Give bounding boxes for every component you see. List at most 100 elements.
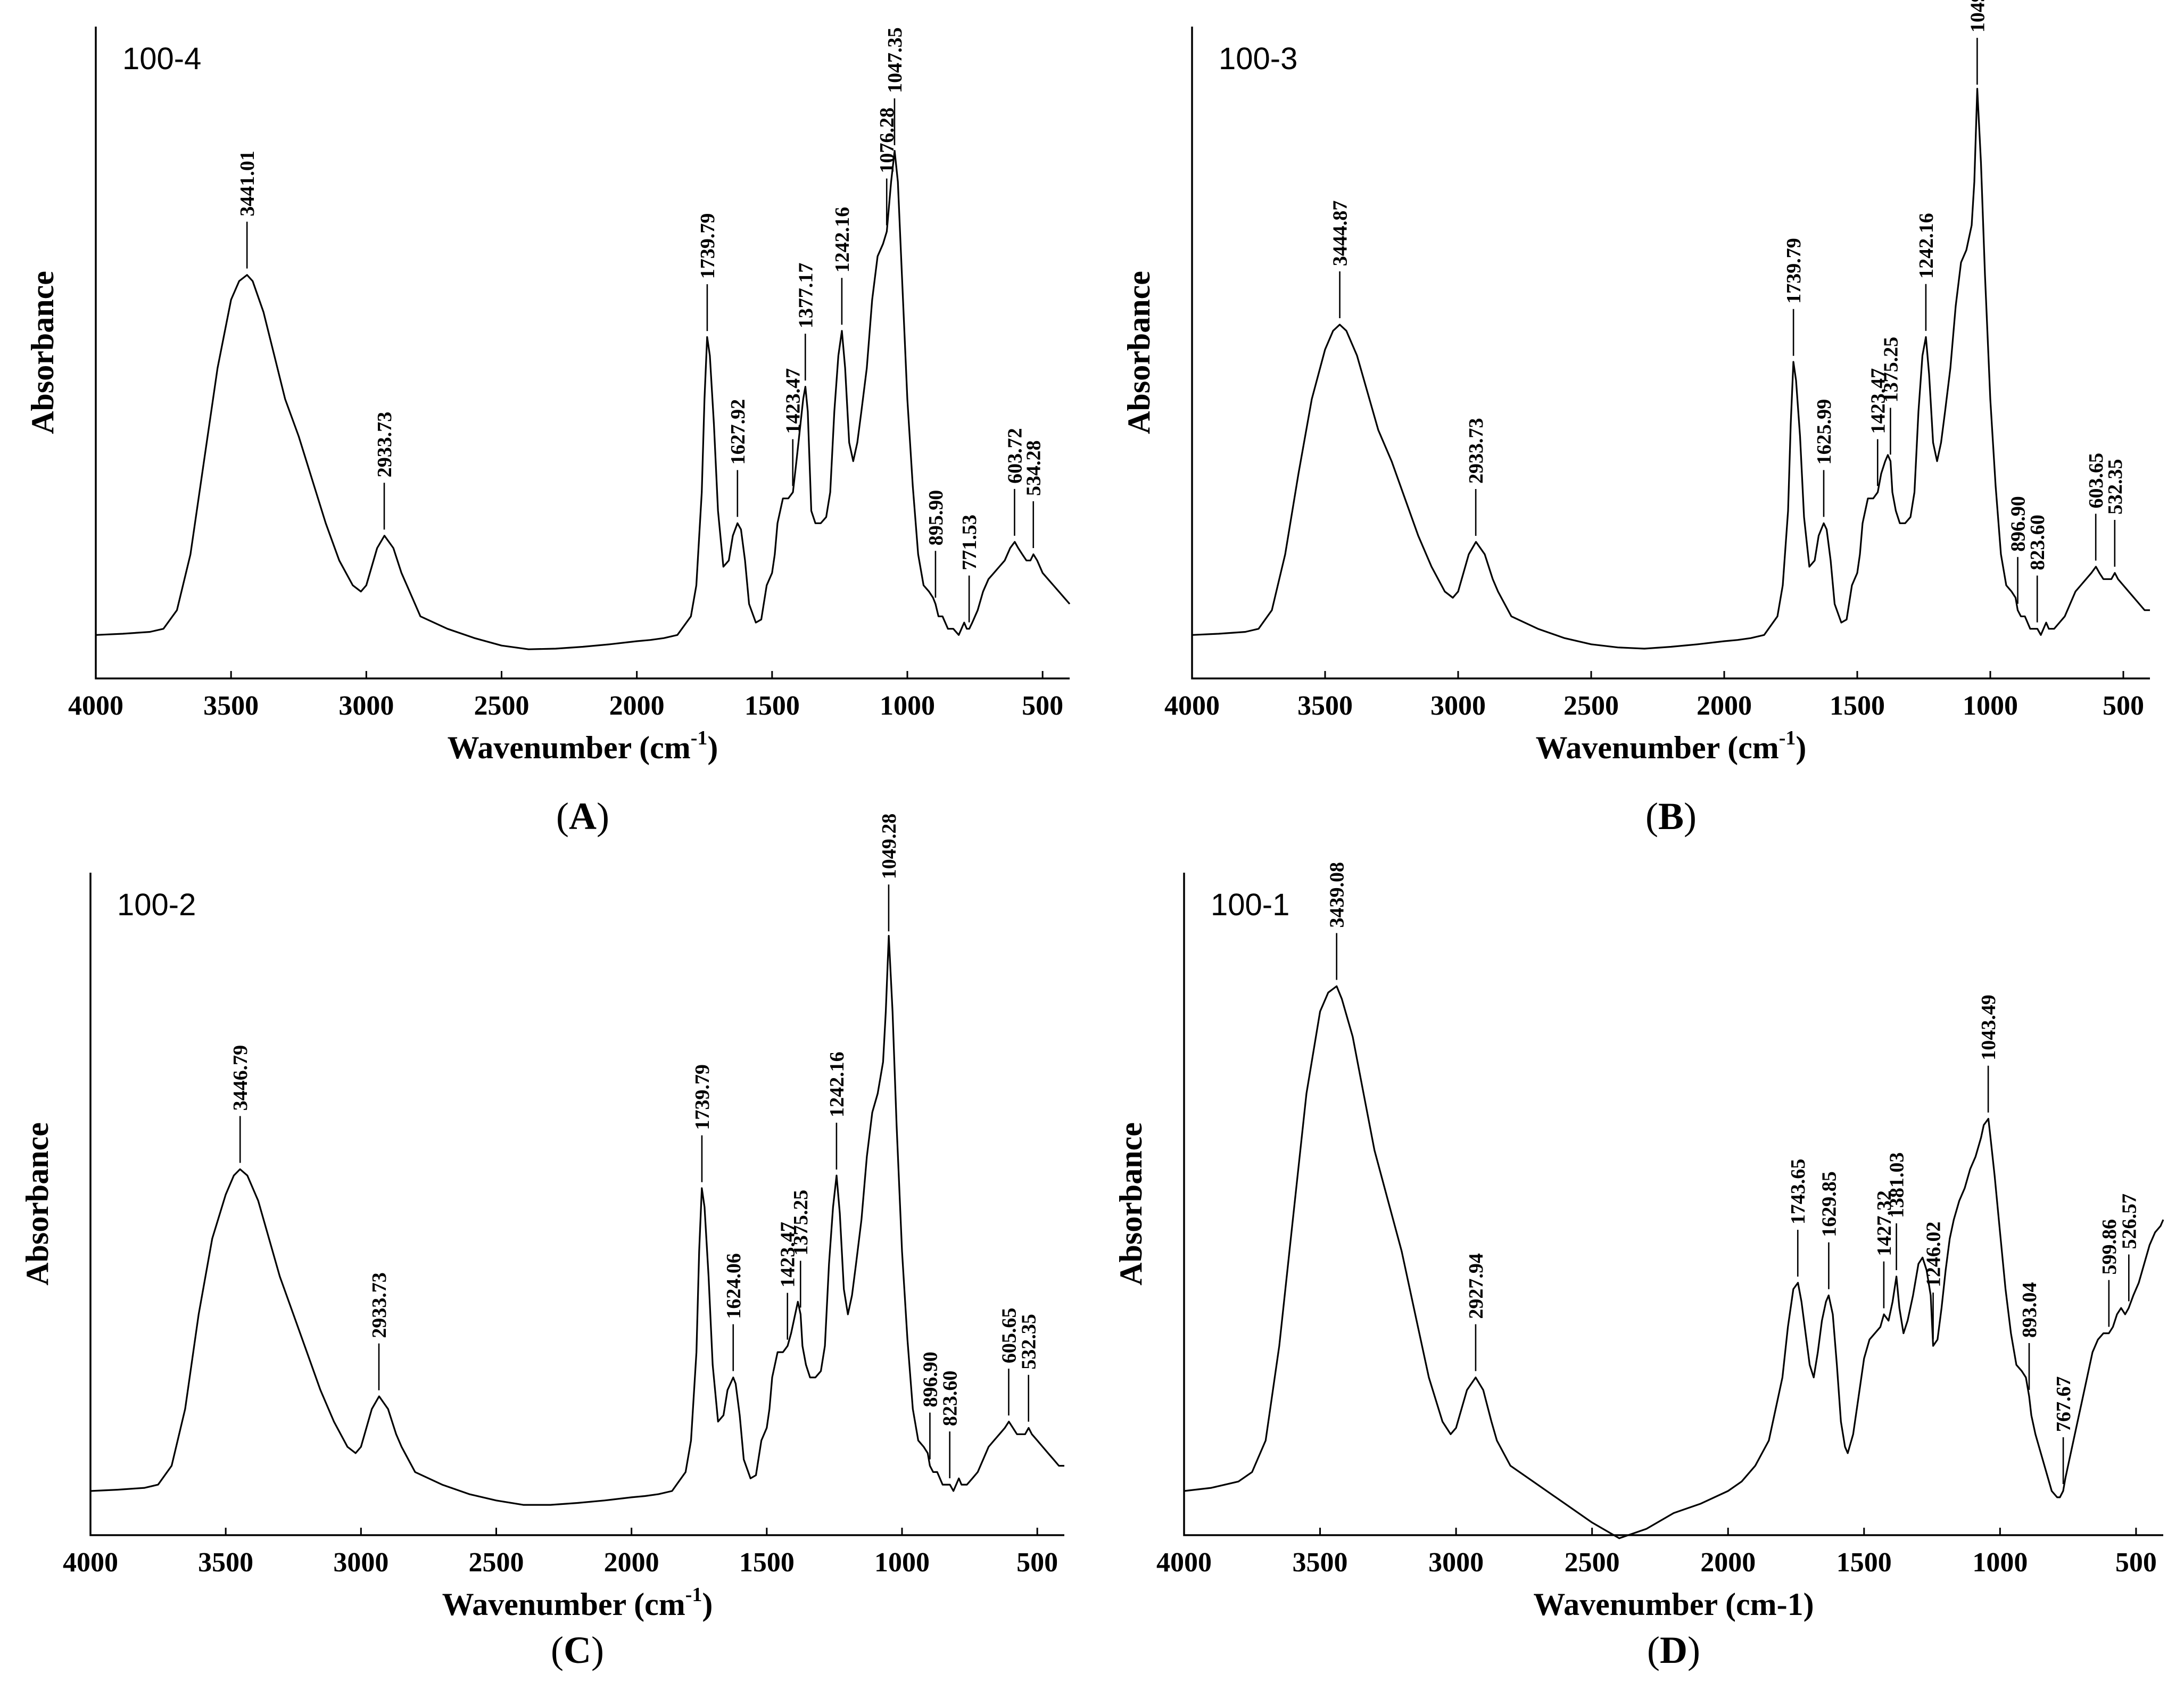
x-axis-title-close: ): [707, 730, 718, 765]
peak-label: 767.67: [2053, 1377, 2075, 1432]
spectrum-line: [1184, 985, 2164, 1539]
panel-sample-label: 100-1: [1211, 888, 1289, 922]
peak-label: 1629.85: [1818, 1171, 1840, 1237]
peak-label: 526.57: [2118, 1194, 2140, 1249]
peak-label: 603.72: [1004, 428, 1026, 484]
spectrum-line: [95, 150, 1071, 650]
caption-close-paren: ): [591, 1629, 604, 1671]
y-axis-title: Absorbance: [1113, 1122, 1148, 1286]
caption-open-paren: (: [1647, 1629, 1660, 1671]
x-axis-title: Wavenumber (cm-1): [442, 1584, 713, 1622]
peak-label: 1739.79: [697, 213, 719, 279]
caption-open-paren: (: [551, 1629, 564, 1671]
caption-close-paren: ): [1687, 1629, 1700, 1671]
panel-sample-label: 100-4: [122, 42, 201, 76]
x-tick-label: 3500: [1293, 1547, 1348, 1578]
peak-label: 1739.79: [1783, 238, 1805, 304]
x-tick-label: 500: [1016, 1547, 1058, 1578]
peak-label: 2933.73: [368, 1272, 391, 1338]
x-tick-label: 2500: [1563, 691, 1619, 721]
peak-label: 823.60: [2026, 515, 2049, 570]
x-tick-label: 4000: [1156, 1547, 1212, 1578]
x-tick-label: 2000: [1697, 691, 1752, 721]
peak-label: 3441.01: [236, 151, 259, 217]
peak-label: 1377.17: [795, 263, 817, 329]
panel-sample-label: 100-2: [117, 888, 196, 922]
x-tick-label: 1000: [874, 1547, 930, 1578]
x-tick-label: 2500: [1565, 1547, 1620, 1578]
peak-label: 1625.99: [1813, 399, 1835, 465]
caption-close-paren: ): [1684, 795, 1697, 838]
caption-letter: B: [1658, 795, 1684, 838]
x-axis-title-close: ): [1796, 730, 1806, 765]
x-tick-label: 1500: [1830, 691, 1885, 721]
peak-label: 1627.92: [727, 399, 749, 465]
caption-letter: C: [564, 1629, 591, 1671]
peak-label: 771.53: [958, 515, 981, 570]
peak-label: 1423.47: [782, 368, 805, 434]
x-axis-title-superscript: -1: [691, 727, 708, 749]
caption-open-paren: (: [556, 795, 569, 838]
x-tick-label: 4000: [63, 1547, 118, 1578]
x-tick-label: 500: [2103, 691, 2144, 721]
x-tick-label: 1500: [1836, 1547, 1892, 1578]
panel-c: 4000 3500 3000 2500 2000 1500 1000 500 Wavenumbe…: [20, 814, 1064, 1622]
peak-label: 532.35: [2104, 459, 2127, 515]
peak-label: 2933.73: [1465, 418, 1487, 484]
x-axis-title-superscript: -1: [1779, 727, 1796, 749]
x-tick-label: 1000: [880, 691, 935, 721]
x-axis-title-text: Wavenumber (cm: [1536, 730, 1779, 765]
x-axis-title-close: ): [702, 1587, 713, 1622]
x-tick-label: 3500: [203, 691, 259, 721]
peak-label: 605.65: [998, 1308, 1020, 1364]
peak-label: 896.90: [2007, 496, 2030, 552]
panel-d: 4000 3500 3000 2500 2000 1500 1000 500 Wavenumbe…: [1113, 862, 2164, 1622]
x-tick-label: 1500: [739, 1547, 795, 1578]
peak-label: 1739.79: [691, 1064, 714, 1130]
peak-label: 1375.25: [790, 1190, 812, 1256]
x-axis-title: Wavenumber (cm-1): [1536, 727, 1807, 765]
peak-label: 1423.47: [1867, 368, 1889, 434]
axis-frame: [1183, 873, 2163, 1536]
x-axis-title-text: Wavenumber (cm: [442, 1587, 685, 1622]
peak-label: 599.86: [2098, 1219, 2121, 1275]
x-tick-label: 3000: [1428, 1547, 1484, 1578]
x-tick-label: 2000: [604, 1547, 659, 1578]
panel-caption: (C): [551, 1629, 604, 1671]
peak-label: 1242.16: [826, 1051, 848, 1117]
spectrum-line: [90, 935, 1064, 1506]
peak-label: 1246.02: [1923, 1222, 1945, 1288]
caption-open-paren: (: [1645, 795, 1658, 838]
peak-label: 603.65: [2085, 453, 2107, 509]
x-axis-title: Wavenumber (cm-1): [448, 727, 718, 765]
peak-label: 534.28: [1023, 440, 1045, 496]
peak-label: 3446.79: [229, 1045, 252, 1111]
x-tick-label: 500: [2115, 1547, 2157, 1578]
x-axis-title-text: Wavenumber (cm-1): [1533, 1587, 1814, 1622]
y-axis-title: Absorbance: [25, 271, 60, 434]
x-tick-label: 3000: [1430, 691, 1486, 721]
peak-label: 1743.65: [1787, 1159, 1809, 1225]
y-axis-title: Absorbance: [1121, 271, 1156, 434]
x-axis-title-text: Wavenumber (cm: [448, 730, 691, 765]
peak-label: 1375.25: [1880, 337, 1902, 403]
x-tick-label: 3000: [333, 1547, 388, 1578]
x-tick-label: 2500: [474, 691, 530, 721]
panel-a: 4000 3500 3000 2500 2000 1500 1000 500 Wavenumbe…: [25, 27, 1071, 765]
caption-letter: A: [569, 795, 597, 838]
peak-label: 1242.16: [831, 207, 854, 273]
peak-label: 1381.03: [1886, 1152, 1908, 1218]
panel-sample-label: 100-3: [1219, 42, 1297, 76]
x-axis-title-superscript: -1: [685, 1584, 702, 1606]
peak-label: 2927.94: [1465, 1253, 1487, 1319]
panel-caption: (A): [556, 795, 609, 838]
peak-label: 1049.28: [1966, 0, 1989, 32]
panel-b: 4000 3500 3000 2500 2000 1500 1000 500 Wavenumbe…: [1121, 0, 2150, 765]
x-tick-label: 500: [1022, 691, 1063, 721]
x-tick-label: 1000: [1963, 691, 2018, 721]
peak-label: 1427.32: [1873, 1190, 1896, 1256]
x-tick-label: 2500: [469, 1547, 524, 1578]
peak-label: 1047.35: [884, 27, 906, 93]
x-tick-label: 3500: [198, 1547, 253, 1578]
